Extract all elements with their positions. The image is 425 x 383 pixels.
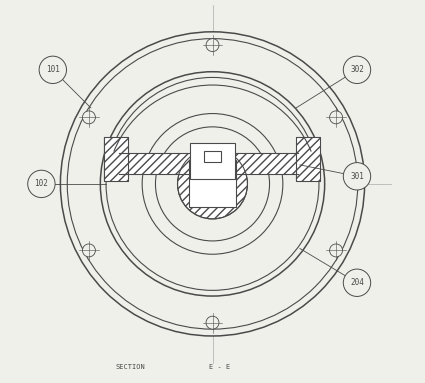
Text: SECTION: SECTION xyxy=(116,364,146,370)
Bar xyxy=(190,143,235,179)
Circle shape xyxy=(343,163,371,190)
Circle shape xyxy=(39,56,66,83)
Text: 302: 302 xyxy=(350,65,364,74)
Text: 301: 301 xyxy=(350,172,364,181)
Bar xyxy=(104,137,128,181)
Bar xyxy=(104,137,128,181)
Bar xyxy=(119,153,298,174)
Bar xyxy=(296,137,320,181)
Bar xyxy=(204,151,221,162)
Circle shape xyxy=(330,111,343,124)
Circle shape xyxy=(343,56,371,83)
Circle shape xyxy=(343,269,371,296)
Text: E - E: E - E xyxy=(210,364,231,370)
Circle shape xyxy=(60,32,365,336)
Bar xyxy=(119,153,298,174)
Circle shape xyxy=(206,316,219,329)
Bar xyxy=(189,160,236,208)
Text: 204: 204 xyxy=(350,278,364,287)
Text: 102: 102 xyxy=(34,179,48,188)
Polygon shape xyxy=(104,137,128,181)
Bar xyxy=(296,137,320,181)
Circle shape xyxy=(100,72,325,296)
Polygon shape xyxy=(296,137,320,181)
Circle shape xyxy=(82,111,95,124)
Circle shape xyxy=(28,170,55,198)
Circle shape xyxy=(178,149,247,219)
Bar xyxy=(104,137,128,181)
Circle shape xyxy=(82,244,95,257)
Circle shape xyxy=(330,244,343,257)
Circle shape xyxy=(206,39,219,52)
Wedge shape xyxy=(142,113,283,254)
Text: 101: 101 xyxy=(46,65,60,74)
Bar xyxy=(296,137,320,181)
